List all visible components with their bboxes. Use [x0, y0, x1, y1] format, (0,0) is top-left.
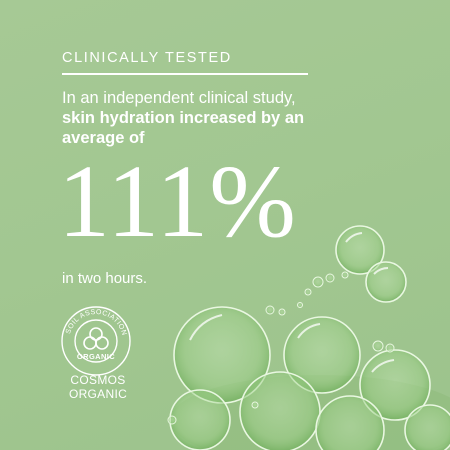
hydration-stat: 111%	[58, 144, 297, 259]
study-description: In an independent clinical study, skin h…	[62, 88, 352, 148]
section-heading: CLINICALLY TESTED	[62, 50, 232, 66]
study-highlight-text: skin hydration increased by an average o…	[62, 109, 305, 147]
certification-line-2: ORGANIC	[68, 387, 128, 401]
certification-label: COSMOS ORGANIC	[62, 373, 134, 401]
heading-divider	[62, 73, 308, 75]
svg-text:SOIL ASSOCIATION: SOIL ASSOCIATION	[65, 309, 127, 337]
svg-text:ORGANIC: ORGANIC	[77, 352, 115, 361]
stat-caption: in two hours.	[62, 270, 148, 287]
certification-line-1: COSMOS	[70, 373, 126, 387]
soil-association-organic-seal-icon: SOIL ASSOCIATION ORGANIC	[61, 306, 131, 376]
study-intro-text: In an independent clinical study,	[62, 89, 296, 107]
